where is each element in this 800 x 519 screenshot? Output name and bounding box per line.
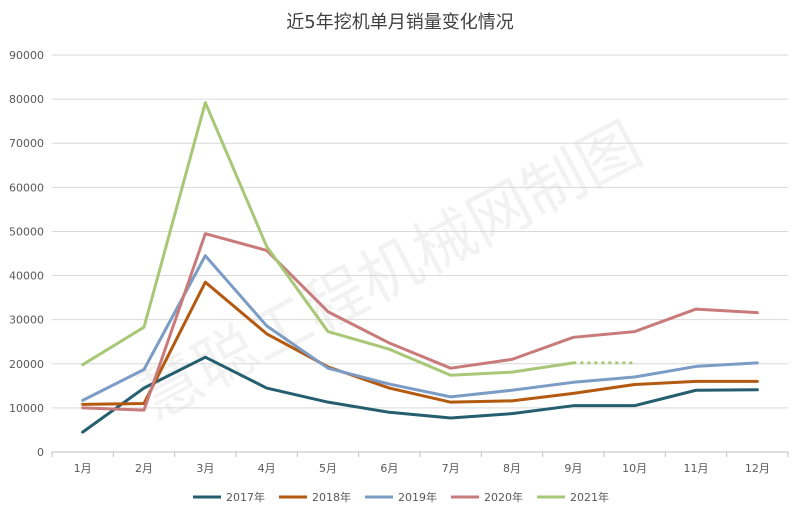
- y-tick-label: 20000: [9, 358, 44, 371]
- x-tick-label: 3月: [196, 462, 214, 475]
- y-tick-label: 90000: [9, 49, 44, 62]
- y-tick-label: 40000: [9, 270, 44, 283]
- y-tick-label: 30000: [9, 314, 44, 327]
- x-tick-label: 7月: [442, 462, 460, 475]
- y-tick-label: 60000: [9, 181, 44, 194]
- x-tick-label: 9月: [564, 462, 582, 475]
- x-tick-label: 11月: [684, 462, 709, 475]
- legend-label: 2020年: [484, 490, 523, 504]
- y-tick-label: 80000: [9, 93, 44, 106]
- chart-title: 近5年挖机单月销量变化情况: [286, 12, 514, 33]
- x-tick-label: 12月: [745, 462, 770, 475]
- x-tick-label: 10月: [622, 462, 647, 475]
- legend-label: 2019年: [398, 490, 437, 504]
- y-tick-label: 50000: [9, 225, 44, 238]
- y-tick-label: 70000: [9, 137, 44, 150]
- y-tick-label: 0: [37, 446, 44, 459]
- series-line-2017年: [81, 355, 759, 434]
- x-tick-label: 8月: [503, 462, 521, 475]
- x-tick-label: 2月: [135, 462, 153, 475]
- y-tick-label: 10000: [9, 402, 44, 415]
- series-line-2021年: [81, 101, 575, 377]
- legend-label: 2021年: [570, 490, 609, 504]
- x-tick-label: 5月: [319, 462, 337, 475]
- x-tick-label: 1月: [74, 462, 92, 475]
- legend-label: 2018年: [312, 490, 351, 504]
- x-tick-label: 4月: [258, 462, 276, 475]
- legend-label: 2017年: [226, 490, 265, 504]
- series-line-2020年: [81, 232, 759, 412]
- x-tick-label: 6月: [380, 462, 398, 475]
- series-line-2019年: [81, 254, 759, 402]
- series-line-2018年: [81, 280, 759, 406]
